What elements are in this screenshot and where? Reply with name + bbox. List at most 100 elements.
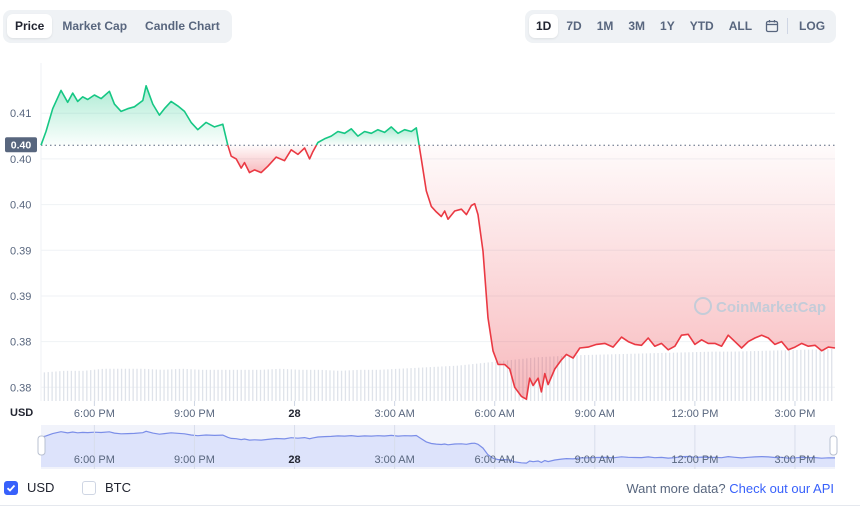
- volume-bar: [310, 369, 312, 401]
- navigator-tick-label: 6:00 PM: [74, 454, 115, 466]
- volume-bar: [43, 372, 46, 401]
- volume-bar: [572, 355, 574, 401]
- volume-bar: [757, 350, 760, 401]
- x-axis: 6:00 PM 9:00 PM 28 3:00 AM 6:00 AM 9:00 AM 12:…: [74, 401, 815, 420]
- check-icon: [6, 484, 16, 492]
- volume-bar: [159, 369, 161, 401]
- navigator-left-handle[interactable]: [37, 435, 46, 456]
- volume-bar: [105, 368, 107, 401]
- volume-bar: [70, 370, 73, 401]
- volume-bar: [499, 361, 501, 401]
- y-tick-label: 0.41: [10, 108, 31, 120]
- tab-candle-chart[interactable]: Candle Chart: [145, 19, 220, 33]
- volume-bar: [711, 351, 713, 401]
- volume-bar: [780, 350, 783, 401]
- volume-bar: [688, 352, 690, 401]
- y-tick-label: 0.39: [10, 291, 31, 303]
- range-ytd[interactable]: YTD: [689, 19, 714, 33]
- range-all[interactable]: ALL: [728, 19, 753, 33]
- volume-bar: [244, 369, 246, 401]
- volume-bar: [132, 368, 134, 401]
- range-1m[interactable]: 1M: [596, 19, 614, 33]
- btc-checkbox[interactable]: [82, 480, 96, 495]
- volume-bar: [329, 370, 331, 401]
- range-3m[interactable]: 3M: [628, 19, 646, 33]
- volume-bar: [205, 369, 208, 401]
- volume-bar: [553, 356, 555, 401]
- usd-toggle[interactable]: USD: [4, 480, 54, 495]
- volume-bar: [344, 370, 347, 401]
- volume-bar: [398, 368, 401, 401]
- volume-bar: [391, 369, 393, 401]
- volume-bar: [761, 350, 763, 401]
- range-1y[interactable]: 1Y: [660, 19, 675, 33]
- volume-bar: [491, 362, 493, 401]
- volume-bar: [113, 368, 115, 401]
- tab-market-cap[interactable]: Market Cap: [62, 19, 128, 33]
- navigator-tick-label: 9:00 AM: [575, 454, 615, 466]
- volume-bar: [93, 369, 96, 401]
- volume-bar: [221, 369, 223, 401]
- volume-bar: [425, 367, 428, 401]
- volume-bar: [769, 350, 771, 401]
- volume-bar: [51, 371, 53, 401]
- x-tick-label: 12:00 PM: [671, 408, 718, 420]
- range-navigator[interactable]: 6:00 PM 9:00 PM 28 3:00 AM 6:00 AM 9:00 AM 12:…: [37, 425, 838, 469]
- volume-bar: [78, 370, 80, 401]
- volume-bar: [117, 368, 119, 401]
- range-7d[interactable]: 7D: [566, 19, 582, 33]
- volume-bar: [136, 368, 138, 401]
- log-scale-button[interactable]: LOG: [799, 19, 826, 33]
- volume-bar: [680, 352, 682, 401]
- btc-toggle[interactable]: BTC: [82, 480, 131, 495]
- volume-bar: [510, 359, 513, 401]
- usd-checkbox[interactable]: [4, 480, 18, 495]
- y-tick-label: 0.39: [10, 245, 31, 257]
- volume-bar: [387, 369, 389, 401]
- volume-bar: [286, 369, 289, 401]
- watermark-text: CoinMarketCap: [716, 299, 826, 316]
- navigator-right-handle[interactable]: [829, 435, 838, 456]
- volume-bar: [445, 366, 447, 401]
- currency-axis-label: USD: [10, 407, 33, 419]
- price-line-down: [227, 144, 318, 174]
- volume-bar: [290, 369, 293, 401]
- volume-bar: [742, 351, 744, 401]
- api-promo: Want more data? Check out our API: [626, 481, 834, 496]
- price-tag-background: [5, 137, 37, 153]
- volume-bar: [765, 350, 767, 401]
- watermark: CoinMarketCap: [694, 297, 826, 316]
- volume-bar: [109, 368, 111, 401]
- volume-bar: [383, 369, 385, 401]
- volume-bar: [479, 363, 482, 401]
- area-above-baseline: [41, 85, 228, 146]
- navigator-tick-label: 9:00 PM: [174, 454, 215, 466]
- range-1d[interactable]: 1D: [529, 14, 559, 38]
- x-tick-label: 9:00 AM: [575, 408, 615, 420]
- price-line-up: [315, 126, 420, 146]
- volume-bar: [475, 363, 478, 401]
- volume-bar: [194, 369, 196, 401]
- volume-bar: [722, 351, 725, 401]
- volume-bar: [784, 350, 787, 401]
- volume-bar: [557, 356, 559, 401]
- volume-bar: [86, 370, 88, 401]
- volume-bar: [267, 369, 269, 401]
- volume-bar: [649, 353, 651, 401]
- api-link[interactable]: Check out our API: [729, 481, 834, 496]
- volume-bar: [560, 355, 563, 401]
- volume-bar: [773, 350, 775, 401]
- volume-bar: [657, 353, 659, 401]
- volume-bar: [375, 369, 377, 401]
- volume-bar: [483, 362, 486, 401]
- volume-bar: [734, 351, 736, 401]
- volume-bars: [43, 349, 833, 401]
- volume-bar: [715, 351, 717, 401]
- volume-bar: [595, 354, 597, 401]
- volume-bar: [225, 369, 227, 401]
- volume-bar: [298, 369, 300, 401]
- volume-bar: [421, 367, 424, 401]
- volume-bar: [645, 353, 648, 401]
- tab-price[interactable]: Price: [7, 14, 53, 38]
- calendar-icon[interactable]: [761, 14, 783, 38]
